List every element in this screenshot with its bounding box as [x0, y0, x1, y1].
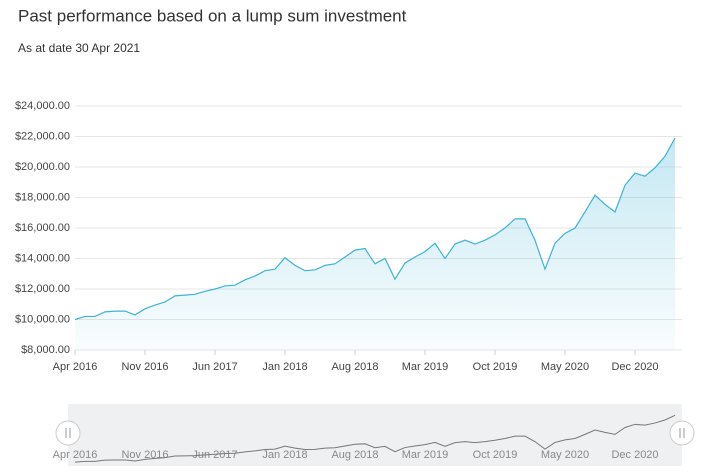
navigator-label: May 2020 [541, 449, 589, 461]
navigator-line [74, 414, 676, 463]
x-tick-label: Jan 2018 [262, 361, 307, 373]
y-tick-label: $14,000.00 [15, 252, 70, 264]
navigator-handle-right[interactable] [669, 420, 695, 446]
area-fill [75, 138, 675, 350]
plot: $8,000.00 $10,000.00 $12,000.00 $14,000.00 $… [15, 100, 682, 463]
navigator-label: Oct 2019 [473, 449, 518, 461]
navigator-label: Aug 2018 [331, 449, 378, 461]
navigator-background [68, 404, 682, 466]
line [74, 137, 676, 321]
y-tick-label: $24,000.00 [15, 100, 70, 112]
navigator-label: Mar 2019 [402, 449, 448, 461]
y-tick-label: $18,000.00 [15, 191, 70, 203]
y-tick-label: $20,000.00 [15, 161, 70, 173]
chart-title: Past performance based on a lump sum inv… [18, 6, 407, 25]
navigator-label: Jan 2018 [262, 449, 307, 461]
chart-subtitle: As at date 30 Apr 2021 [18, 41, 140, 55]
y-tick-label: $8,000.00 [21, 344, 70, 356]
y-tick-label: $22,000.00 [15, 130, 70, 142]
x-tick-label: Jun 2017 [192, 361, 237, 373]
x-tick-label: May 2020 [541, 361, 589, 373]
x-tick-label: Nov 2016 [121, 361, 168, 373]
navigator-label: Dec 2020 [611, 449, 658, 461]
x-tick-label: Oct 2019 [473, 361, 518, 373]
navigator-handle-left[interactable] [55, 420, 81, 446]
x-tick-label: Mar 2019 [402, 361, 448, 373]
x-tick-label: Apr 2016 [53, 361, 98, 373]
y-tick-label: $10,000.00 [15, 313, 70, 325]
navigator-label: Jun 2017 [192, 449, 237, 461]
x-tick-label: Dec 2020 [611, 361, 658, 373]
navigator-label: Apr 2016 [53, 449, 98, 461]
y-tick-label: $12,000.00 [15, 283, 70, 295]
y-tick-label: $16,000.00 [15, 222, 70, 234]
x-tick-label: Aug 2018 [331, 361, 378, 373]
